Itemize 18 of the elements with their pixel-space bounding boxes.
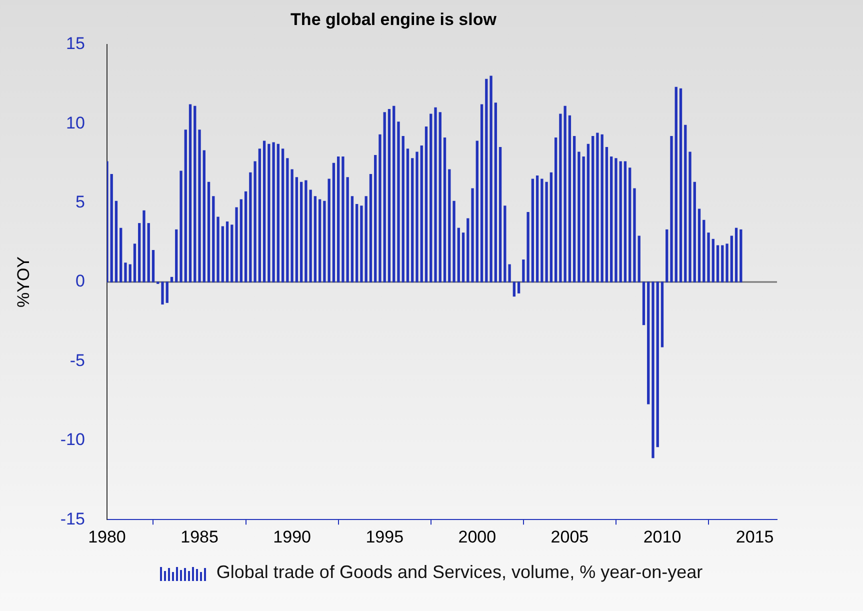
x-tick-label: 1990 <box>273 527 311 546</box>
chart-title: The global engine is slow <box>290 10 498 29</box>
x-tick-label: 2015 <box>736 527 774 546</box>
y-tick-label: -5 <box>70 350 85 370</box>
y-tick-label: 5 <box>76 192 85 212</box>
x-tick-label: 1985 <box>180 527 218 546</box>
x-tick-label: 1980 <box>88 527 126 546</box>
x-tick-label: 2010 <box>643 527 682 546</box>
y-tick-label: 15 <box>66 34 85 54</box>
y-tick-label: 0 <box>76 272 85 291</box>
x-tick-label: 1995 <box>366 527 404 546</box>
x-tick-label: 2005 <box>550 527 589 546</box>
x-tick-label: 2000 <box>458 527 496 546</box>
y-tick-label: 10 <box>66 113 85 132</box>
y-tick-label: -15 <box>60 509 85 528</box>
y-tick-label: -10 <box>60 430 85 450</box>
y-axis-title: %YOY <box>14 256 33 308</box>
legend-label: Global trade of Goods and Services, volume, % year-on-year <box>216 562 703 583</box>
